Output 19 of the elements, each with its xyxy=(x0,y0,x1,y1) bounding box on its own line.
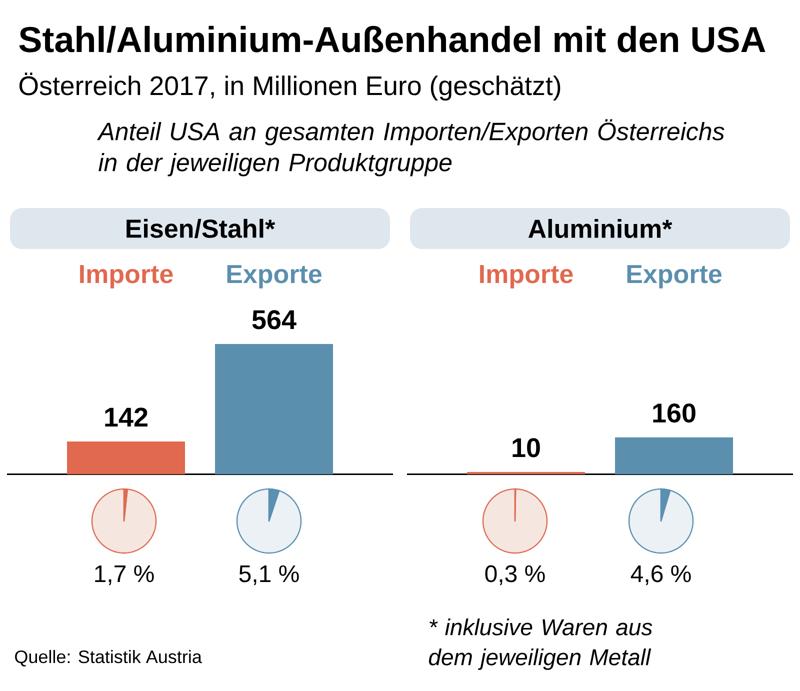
data-label: 160 xyxy=(653,403,696,423)
text: 0,3 % xyxy=(485,565,545,586)
x-tick-label: Exporte xyxy=(627,265,722,288)
chart-title: Eisen/Stahl* xyxy=(126,218,276,238)
text: Österreich 2017, in Millionen Euro (geschätzt) xyxy=(19,72,560,101)
x-tick-label: Exporte xyxy=(227,265,322,288)
data-label: 10 xyxy=(512,438,540,458)
source-note: Quelle: Statistik Austria xyxy=(15,650,202,666)
text: 4,6 % xyxy=(630,565,691,586)
text: Stahl/Aluminium-Außenhandel mit den USA xyxy=(19,26,766,53)
chart-title: Aluminium* xyxy=(528,218,672,238)
data-label: 564 xyxy=(252,310,296,330)
text: * inklusive Waren aus dem jeweiligen Metall xyxy=(428,618,652,670)
text: Anteil USA an gesamten Importen/Exporten Österreichs in der jeweiligen Produktgruppe xyxy=(96,119,724,176)
x-tick-label: Importe xyxy=(480,265,573,288)
x-tick-label: Importe xyxy=(80,265,173,288)
text: 5,1 % xyxy=(239,565,299,586)
text: 1,7 % xyxy=(95,565,154,586)
data-label: 142 xyxy=(105,408,148,426)
